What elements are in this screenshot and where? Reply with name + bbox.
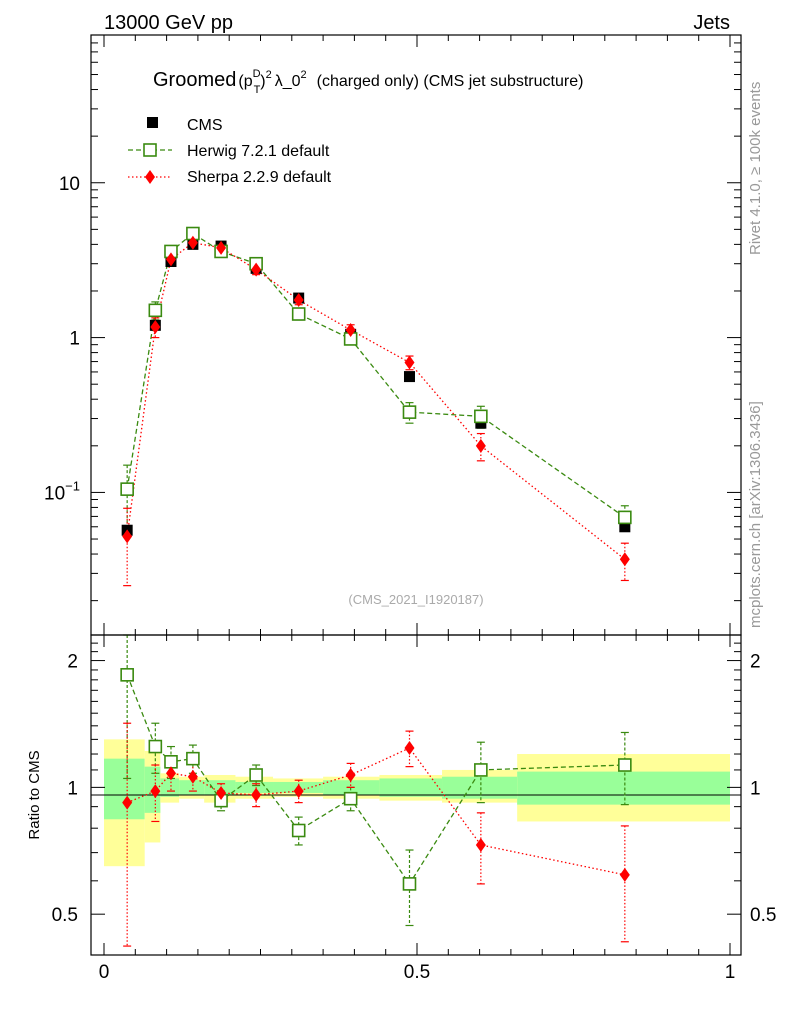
sherpa-ratio-point bbox=[150, 784, 161, 799]
herwig-point bbox=[474, 409, 488, 424]
ratio-y-tick-label-right: 1 bbox=[750, 778, 761, 799]
herwig-point bbox=[291, 307, 306, 321]
cms-point bbox=[619, 521, 631, 533]
chart-title: Groomed (pD T)2 λ_02 (charged only) (CMS jet… bbox=[153, 68, 583, 96]
title-sup-d: D bbox=[253, 68, 261, 80]
sherpa-ratio-point bbox=[122, 795, 133, 810]
mcplots-label: mcplots.cern.ch [arXiv:1306.3436] bbox=[747, 401, 764, 628]
herwig-point bbox=[618, 510, 632, 525]
sherpa-point bbox=[251, 262, 262, 277]
ratio-series-layer bbox=[120, 634, 632, 947]
main-y-tick-exp: −1 bbox=[65, 478, 80, 493]
herwig-ratio-point bbox=[474, 763, 488, 777]
herwig-point bbox=[148, 303, 163, 318]
herwig-ratio-point bbox=[164, 755, 178, 769]
sherpa-ratio-point bbox=[251, 787, 262, 802]
sherpa-point bbox=[475, 438, 486, 453]
ratio-band-inner bbox=[104, 758, 145, 820]
legend: CMS Herwig 7.2.1 default Sherpa 2.2.9 de… bbox=[128, 117, 332, 186]
sherpa-ratio-point bbox=[216, 785, 227, 800]
herwig-point bbox=[402, 405, 417, 419]
title-sup-2: 2 bbox=[266, 69, 272, 81]
sherpa-ratio-point bbox=[404, 741, 415, 756]
ratio-band-inner bbox=[235, 781, 274, 793]
ratio-frame bbox=[90, 634, 742, 956]
sherpa-ratio-point bbox=[187, 769, 198, 784]
herwig-ratio-point bbox=[402, 877, 417, 891]
ratio-band-inner bbox=[179, 780, 205, 795]
sherpa-ratio-point bbox=[165, 766, 176, 781]
ratio-band-inner bbox=[442, 776, 518, 799]
herwig-ratio-point bbox=[291, 823, 306, 838]
x-tick-label: 1 bbox=[725, 962, 736, 983]
main-y-tick-base: 1 bbox=[69, 329, 80, 350]
header-left-label: 13000 GeV pp bbox=[104, 12, 233, 34]
ratio-panel: 0.5 0.5 1 1 2 2 Ratio to CMS bbox=[26, 634, 776, 956]
sherpa-ratio-point bbox=[345, 767, 356, 782]
rivet-label: Rivet 4.1.0, ≥ 100k events bbox=[747, 82, 764, 255]
legend-herwig-marker bbox=[143, 143, 157, 157]
herwig-ratio-point bbox=[249, 768, 263, 782]
herwig-ratio-point bbox=[343, 791, 358, 806]
sherpa-point bbox=[165, 252, 176, 267]
title-rest-sup: 2 bbox=[301, 69, 307, 81]
ratio-y-tick-label: 2 bbox=[67, 652, 78, 673]
legend-sherpa-label: Sherpa 2.2.9 default bbox=[187, 169, 332, 186]
header-right-label: Jets bbox=[693, 12, 730, 34]
sherpa-ratio-point bbox=[619, 867, 630, 882]
main-y-tick-label: 10 bbox=[59, 174, 80, 195]
title-close: ) bbox=[260, 73, 265, 90]
cms-point bbox=[475, 417, 487, 429]
herwig-ratio-point bbox=[148, 739, 163, 754]
sherpa-point bbox=[187, 235, 198, 250]
main-y-tick-base: 10 bbox=[44, 483, 65, 504]
herwig-point bbox=[120, 482, 134, 496]
analysis-id: (CMS_2021_I1920187) bbox=[348, 592, 483, 607]
herwig-ratio-point bbox=[120, 668, 134, 682]
ratio-axes-layer: 0.5 0.5 1 1 2 2 bbox=[52, 634, 776, 956]
cms-point bbox=[403, 371, 415, 383]
x-tick-label: 0 bbox=[99, 962, 110, 983]
sherpa-point bbox=[150, 320, 161, 335]
title-base: (p bbox=[238, 73, 252, 90]
ratio-band-inner bbox=[160, 778, 180, 797]
main-series-layer bbox=[120, 226, 632, 587]
legend-sherpa-marker bbox=[145, 170, 155, 184]
ratio-ylabel: Ratio to CMS bbox=[26, 750, 43, 839]
sherpa-point bbox=[345, 322, 356, 337]
sherpa-point bbox=[216, 240, 227, 255]
x-tick-label: 0.5 bbox=[404, 962, 430, 983]
ratio-y-tick-label: 1 bbox=[67, 778, 78, 799]
sherpa-point bbox=[404, 355, 415, 370]
main-y-tick-base: 10 bbox=[59, 174, 80, 195]
ratio-band-inner bbox=[379, 778, 443, 797]
sherpa-point bbox=[293, 292, 304, 307]
title-suffix: (charged only) (CMS jet substructure) bbox=[317, 73, 584, 90]
x-tick-labels: 0 0.5 1 bbox=[99, 962, 736, 983]
sherpa-ratio-point bbox=[475, 837, 486, 852]
main-y-tick-label: 1 bbox=[69, 329, 80, 350]
legend-cms-label: CMS bbox=[187, 117, 223, 134]
herwig-ratio-point bbox=[618, 758, 632, 772]
ratio-band-inner bbox=[517, 771, 730, 805]
main-y-tick-label: 10−1 bbox=[44, 478, 80, 504]
ratio-y-tick-label-right: 2 bbox=[750, 652, 761, 673]
ratio-y-tick-label: 0.5 bbox=[52, 905, 78, 926]
legend-herwig-label: Herwig 7.2.1 default bbox=[187, 143, 330, 160]
sherpa-point bbox=[122, 529, 133, 544]
sherpa-ratio-point bbox=[293, 784, 304, 799]
ratio-y-tick-label-right: 0.5 bbox=[750, 905, 776, 926]
title-rest: λ_0 bbox=[275, 73, 301, 90]
sherpa-point bbox=[619, 552, 630, 567]
ratio-band-inner bbox=[204, 780, 236, 795]
legend-cms-marker bbox=[147, 117, 158, 128]
herwig-ratio-point bbox=[186, 751, 200, 766]
title-sub-t: T bbox=[254, 84, 261, 96]
title-prefix: Groomed bbox=[153, 69, 236, 91]
